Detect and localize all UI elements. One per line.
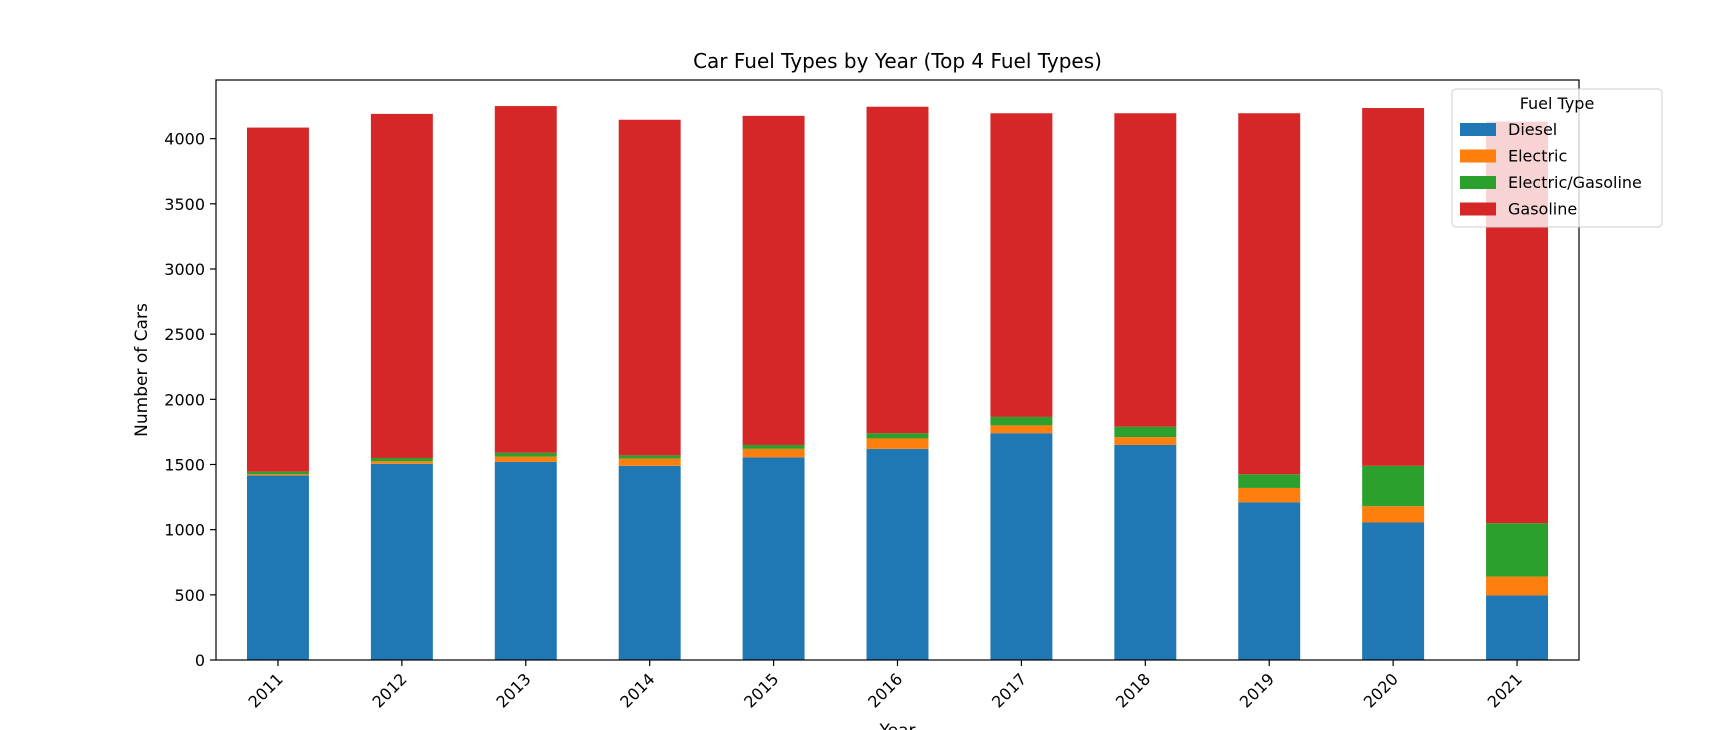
bar-electric-2019 xyxy=(1238,487,1301,503)
bar-electric-2013 xyxy=(494,456,557,462)
y-tick-label: 500 xyxy=(174,586,205,605)
bar-electric-gasoline-2012 xyxy=(370,457,433,462)
bar-electric-gasoline-2016 xyxy=(866,433,929,439)
bar-diesel-2019 xyxy=(1238,502,1301,660)
legend-label: Diesel xyxy=(1508,120,1557,139)
bar-electric-2021 xyxy=(1486,576,1549,596)
legend-title: Fuel Type xyxy=(1520,94,1595,113)
x-axis-label: Year xyxy=(879,721,916,730)
bar-electric-2014 xyxy=(618,458,681,466)
bar-electric-gasoline-2020 xyxy=(1362,465,1425,507)
y-axis-label: Number of Cars xyxy=(132,303,152,437)
legend-label: Electric xyxy=(1508,147,1567,166)
bar-diesel-2016 xyxy=(866,448,929,660)
bar-electric-gasoline-2015 xyxy=(742,444,805,449)
legend-swatch xyxy=(1460,123,1496,136)
bar-electric-gasoline-2017 xyxy=(990,416,1053,426)
bar-gasoline-2015 xyxy=(742,115,805,445)
bar-electric-2012 xyxy=(370,461,433,464)
bar-gasoline-2018 xyxy=(1114,113,1177,427)
bar-electric-2015 xyxy=(742,448,805,458)
bar-diesel-2013 xyxy=(494,461,557,660)
bar-electric-2011 xyxy=(246,474,309,476)
bar-diesel-2021 xyxy=(1486,595,1549,660)
legend-swatch xyxy=(1460,176,1496,189)
y-tick-label: 1000 xyxy=(164,521,205,540)
bar-diesel-2020 xyxy=(1362,522,1425,660)
legend-swatch xyxy=(1460,149,1496,163)
bar-gasoline-2014 xyxy=(618,119,681,456)
legend-items: Diesel Electric Electric/Gasoline Gasoline xyxy=(1460,120,1642,219)
y-tick-label: 1500 xyxy=(164,455,205,474)
y-tick-label: 3500 xyxy=(164,195,205,214)
bar-diesel-2011 xyxy=(246,475,309,660)
y-tick-label: 2000 xyxy=(164,390,205,409)
bar-electric-gasoline-2013 xyxy=(494,452,557,457)
bar-gasoline-2012 xyxy=(370,113,433,458)
y-tick-label: 4000 xyxy=(164,130,205,149)
bar-gasoline-2020 xyxy=(1362,108,1425,466)
bar-diesel-2018 xyxy=(1114,444,1177,660)
legend-label: Gasoline xyxy=(1508,200,1577,219)
bar-gasoline-2017 xyxy=(990,113,1053,417)
bar-gasoline-2011 xyxy=(246,127,309,472)
bar-electric-gasoline-2018 xyxy=(1114,426,1177,438)
y-axis: 0 500 1000 1500 2000 2500 3000 3500 4000 xyxy=(164,130,216,670)
bar-diesel-2015 xyxy=(742,457,805,660)
bar-gasoline-2013 xyxy=(494,106,557,453)
bar-electric-gasoline-2014 xyxy=(618,455,681,459)
bar-electric-2017 xyxy=(990,425,1053,434)
bar-electric-2018 xyxy=(1114,437,1177,445)
bar-electric-gasoline-2011 xyxy=(246,471,309,475)
bar-diesel-2012 xyxy=(370,463,433,660)
y-tick-label: 3000 xyxy=(164,260,205,279)
bar-electric-gasoline-2019 xyxy=(1238,474,1301,488)
bar-electric-2020 xyxy=(1362,506,1425,523)
bar-electric-gasoline-2021 xyxy=(1486,523,1549,577)
bar-diesel-2017 xyxy=(990,433,1053,660)
legend-swatch xyxy=(1460,202,1496,216)
y-tick-label: 0 xyxy=(195,651,205,670)
legend-box xyxy=(1451,88,1663,228)
legend-label: Electric/Gasoline xyxy=(1508,173,1642,192)
y-tick-label: 2500 xyxy=(164,325,205,344)
bars-layer xyxy=(246,106,1549,660)
bar-gasoline-2019 xyxy=(1238,113,1301,475)
bar-gasoline-2016 xyxy=(866,106,929,434)
bar-diesel-2014 xyxy=(618,465,681,660)
chart-title: Car Fuel Types by Year (Top 4 Fuel Types… xyxy=(693,49,1102,73)
bar-electric-2016 xyxy=(866,438,929,449)
legend: Fuel Type Diesel Electric Electric/Gasolin… xyxy=(1451,88,1663,228)
